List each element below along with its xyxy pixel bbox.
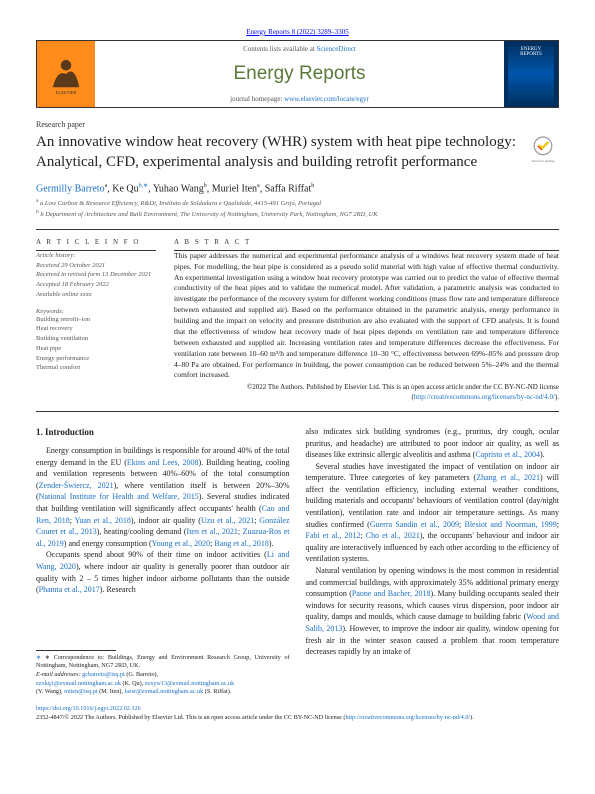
intro-head: 1. Introduction (36, 426, 290, 439)
article-title: An innovative window heat recovery (WHR)… (36, 133, 527, 172)
svg-text:Check for updates: Check for updates (531, 159, 555, 163)
revised-date: Received in revised form 13 December 202… (36, 270, 156, 280)
running-head: Energy Reports 8 (2022) 3289–3305 (36, 28, 559, 36)
citation-link[interactable]: Phanna et al., 2017 (39, 585, 100, 594)
license-line: ©2022 The Authors. Published by Elsevier… (174, 383, 559, 403)
journal-name: Energy Reports (103, 63, 496, 85)
col2-p2: Several studies have investigated the im… (306, 461, 560, 565)
column-left: 1. Introduction Energy consumption in bu… (36, 426, 290, 697)
authors: Germilly Barretoa, Ke Qub,∗, Yuhao Wangb… (36, 182, 559, 194)
bottom-matter: https://doi.org/10.1016/j.egyr.2022.02.1… (36, 705, 559, 722)
online-date: Available online xxxx (36, 290, 156, 300)
svg-text:ELSEVIER: ELSEVIER (56, 90, 77, 95)
citation-link[interactable]: Guerra Sandin et al., 2009 (370, 520, 459, 529)
col2-p3: Natural ventilation by opening windows i… (306, 565, 560, 658)
email-link[interactable]: gcbarreto@isq.pt (82, 671, 125, 678)
article-info-box: A R T I C L E I N F O Article history: R… (36, 232, 164, 409)
cover-thumb-box: ENERGY REPORTS (504, 41, 558, 107)
abstract-box: A B S T R A C T This paper addresses the… (164, 232, 559, 409)
citation-link[interactable]: Cho et al., 2021 (366, 531, 420, 540)
col2-p1: also indicates sick building syndromes (… (306, 426, 560, 461)
corresponding-author-link[interactable]: b,∗ (139, 183, 149, 189)
author-link[interactable]: Germilly Barreto (36, 183, 105, 194)
contents-line: Contents lists available at ScienceDirec… (103, 45, 496, 53)
keywords-list: Building retrofit–ion Heat recovery Buil… (36, 315, 156, 374)
crossmark-badge[interactable]: Check for updates (527, 133, 559, 165)
citation-link[interactable]: Capristo et al., 2004 (475, 450, 540, 459)
footnotes: ∗ ∗ Correspondence to: Buildings, Energy… (36, 646, 290, 697)
citation-link[interactable]: Fabi et al., 2012 (306, 531, 361, 540)
homepage-link[interactable]: www.elsevier.com/locate/egyr (284, 95, 369, 103)
email-link[interactable]: ezxkq1@exmail.nottingham.ac.uk (36, 680, 121, 687)
email-link[interactable]: ezxyw13@exmail.nottingham.ac.uk (145, 680, 234, 687)
citation-link[interactable]: Young et al., 2020 (152, 539, 211, 548)
received-date: Received 29 October 2021 (36, 261, 156, 271)
intro-p1: Energy consumption in buildings is respo… (36, 445, 290, 549)
citation-link[interactable]: Blesiot and Noorman, 1999 (464, 520, 556, 529)
citation-link[interactable]: Yuan et al., 2018 (74, 516, 130, 525)
intro-p2: Occupants spend about 90% of their time … (36, 549, 290, 595)
homepage-line: journal homepage: www.elsevier.com/locat… (103, 95, 496, 103)
column-right: also indicates sick building syndromes (… (306, 426, 560, 697)
citation-link[interactable]: National Institute for Health and Welfar… (39, 492, 199, 501)
cc-license-link[interactable]: http://creativecommons.org/licenses/by-n… (414, 393, 555, 401)
history-head: Article history: (36, 251, 156, 261)
abstract-text: This paper addresses the numerical and e… (174, 251, 559, 382)
citation-link[interactable]: Bang et al., 2018 (214, 539, 268, 548)
citation-link[interactable]: Iten et al., 2021 (187, 527, 238, 536)
citation-link[interactable]: Paone and Bacher, 2018 (352, 589, 431, 598)
journal-header: ELSEVIER Contents lists available at Sci… (36, 40, 559, 108)
citation-link[interactable]: Ekins and Lees, 2008 (127, 458, 199, 467)
citation-link[interactable]: Zhang et al., 2021 (476, 473, 540, 482)
publisher-logo-box: ELSEVIER (37, 41, 95, 107)
abstract-head: A B S T R A C T (174, 238, 559, 246)
citation-link[interactable]: Zender-Świercz, 2021 (39, 481, 114, 490)
elsevier-logo[interactable]: ELSEVIER (42, 50, 90, 98)
keywords-head: Keywords: (36, 308, 156, 315)
email-link[interactable]: lazsr@exmail.nottingham.ac.uk (125, 688, 204, 695)
email-link[interactable]: miten@isq.pt (64, 688, 97, 695)
article-type: Research paper (36, 120, 559, 129)
accepted-date: Accepted 18 February 2022 (36, 280, 156, 290)
sciencedirect-link[interactable]: ScienceDirect (317, 45, 356, 53)
cc-license-link[interactable]: http://creativecommons.org/licenses/by-n… (346, 714, 471, 721)
affiliations: a a Low Carbon & Resource Efficiency, R&… (36, 198, 559, 219)
rule (36, 229, 559, 230)
doi-link[interactable]: https://doi.org/10.1016/j.egyr.2022.02.1… (36, 705, 141, 712)
citation-link[interactable]: Uzu et al., 2021 (201, 516, 254, 525)
article-info-head: A R T I C L E I N F O (36, 238, 156, 246)
cover-thumb[interactable]: ENERGY REPORTS (508, 45, 554, 103)
